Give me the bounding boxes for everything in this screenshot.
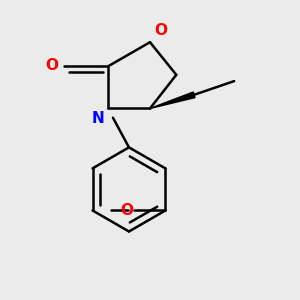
- Text: O: O: [120, 203, 133, 218]
- Polygon shape: [150, 92, 195, 109]
- Text: O: O: [154, 23, 167, 38]
- Text: N: N: [92, 111, 105, 126]
- Text: O: O: [46, 58, 59, 73]
